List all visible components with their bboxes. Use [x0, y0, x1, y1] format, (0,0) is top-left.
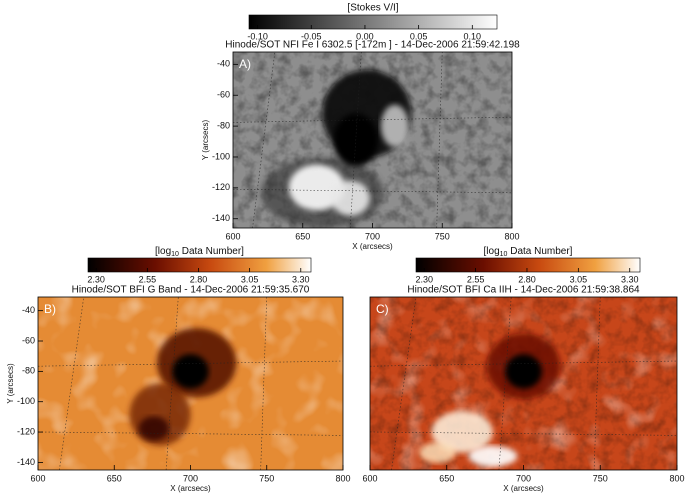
colorbar-tick-label: 3.05 [570, 274, 588, 284]
grid-line [349, 52, 362, 228]
colorbar [415, 257, 641, 273]
grid-line [436, 52, 443, 228]
colorbar-tick-label: 0.10 [464, 31, 482, 41]
colorbar-tick-label: 0.05 [410, 31, 428, 41]
image-feature [330, 180, 370, 216]
colorbar-label: [Stokes V/I] [347, 3, 398, 14]
x-tick-label: 750 [259, 473, 274, 483]
grid-line [370, 360, 677, 367]
image-feature [431, 411, 493, 453]
grid-line [370, 431, 677, 436]
image-feature [468, 445, 518, 467]
colorbar-label: [log10 Data Number] [155, 246, 244, 258]
y-tick-label: -80 [22, 366, 35, 376]
solar-image [370, 297, 677, 470]
grid-line [498, 297, 512, 470]
y-tick-label: -60 [22, 335, 35, 345]
x-tick-label: 600 [30, 473, 45, 483]
image-feature [419, 442, 456, 464]
colorbar-tick-label: -0.05 [301, 31, 322, 41]
x-tick-label: 800 [504, 231, 519, 241]
image-feature [505, 354, 542, 389]
colorbar [248, 14, 498, 30]
colorbar-label: [log10 Data Number] [484, 246, 573, 258]
x-tick-label: 650 [107, 473, 122, 483]
image-feature [380, 104, 409, 148]
y-tick-label: -60 [217, 90, 230, 100]
x-axis-label: X (arcsecs) [352, 242, 393, 251]
label-part: [log [484, 246, 500, 257]
panel-title: Hinode/SOT BFI Ca IIH - 14-Dec-2006 21:5… [407, 285, 640, 296]
x-tick-label: 600 [225, 231, 240, 241]
y-tick-label: -140 [212, 213, 230, 223]
label-part: Data Number] [507, 246, 572, 257]
x-tick-label: 750 [593, 473, 608, 483]
x-axis-label: X (arcsecs) [170, 484, 211, 493]
colorbar-tick-label: 2.30 [415, 274, 433, 284]
grid-line [165, 297, 179, 470]
solar-image [38, 297, 343, 470]
colorbar-tick-label: 3.30 [621, 274, 639, 284]
image-feature [172, 354, 209, 389]
grid-line [59, 297, 85, 470]
label-part: [log [155, 246, 171, 257]
x-tick-label: 600 [362, 473, 377, 483]
image-feature [138, 416, 170, 441]
solar-image [233, 52, 512, 228]
panel-title: Hinode/SOT BFI G Band - 14-Dec-2006 21:5… [72, 285, 310, 296]
grid-line [252, 52, 276, 228]
colorbar-tick-label: 3.30 [292, 274, 310, 284]
colorbar-tick-label: -0.10 [247, 31, 268, 41]
y-tick-label: -120 [212, 182, 230, 192]
y-tick-label: -80 [217, 120, 230, 130]
panel-letter: C) [376, 302, 389, 316]
colorbar-tick-label: 3.05 [241, 274, 259, 284]
grid-line [593, 297, 601, 470]
label-part: Data Number] [179, 246, 244, 257]
colorbar-tick-label: 2.55 [139, 274, 157, 284]
y-axis-label: Y (arcsecs) [6, 363, 15, 404]
y-tick-label: -40 [22, 305, 35, 315]
x-tick-label: 800 [669, 473, 684, 483]
colorbar [87, 257, 312, 273]
x-tick-label: 650 [439, 473, 454, 483]
y-tick-label: -40 [217, 59, 230, 69]
x-tick-label: 750 [435, 231, 450, 241]
colorbar-tick-label: 0.00 [356, 31, 374, 41]
x-tick-label: 650 [295, 231, 310, 241]
y-tick-label: -120 [17, 426, 35, 436]
x-tick-label: 700 [365, 231, 380, 241]
colorbar-tick-label: 2.80 [518, 274, 536, 284]
colorbar-tick-label: 2.55 [467, 274, 485, 284]
x-tick-label: 800 [335, 473, 350, 483]
panel-letter: A) [239, 57, 251, 71]
image-feature [288, 164, 345, 211]
x-tick-label: 700 [516, 473, 531, 483]
panel-title: Hinode/SOT NFI Fe I 6302.5 [-172m ] - 14… [225, 40, 520, 51]
y-tick-label: -140 [17, 457, 35, 467]
y-tick-label: -100 [212, 151, 230, 161]
colorbar-tick-label: 2.80 [190, 274, 208, 284]
grid-line [233, 188, 512, 194]
label-subscript: 10 [171, 251, 179, 258]
colorbar-tick-label: 2.30 [87, 274, 105, 284]
y-tick-label: -100 [17, 396, 35, 406]
grid-line [391, 297, 417, 470]
grid-line [260, 297, 268, 470]
y-axis-label: Y (arcsecs) [201, 120, 210, 161]
grid-line [233, 116, 512, 123]
label-subscript: 10 [500, 251, 508, 258]
x-axis-label: X (arcsecs) [503, 484, 544, 493]
x-tick-label: 700 [183, 473, 198, 483]
panel-letter: B) [44, 302, 56, 316]
